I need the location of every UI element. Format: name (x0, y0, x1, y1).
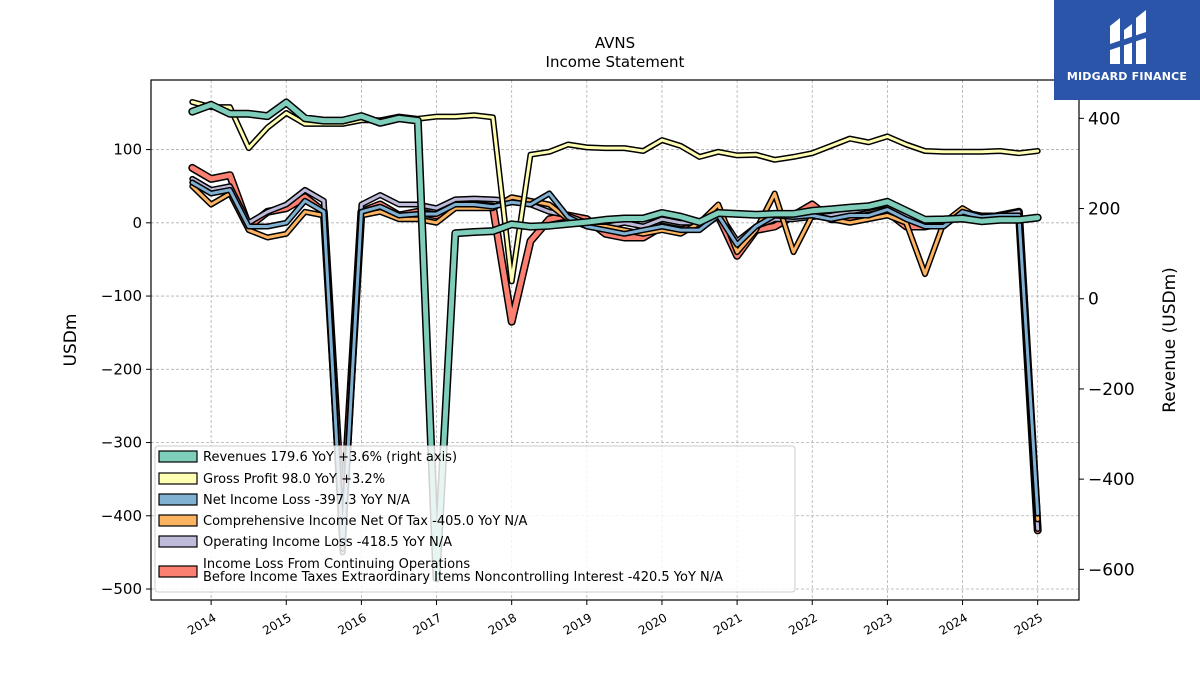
x-tick-label: 2021 (711, 610, 744, 637)
x-tick-label: 2016 (335, 610, 368, 637)
legend-label: Gross Profit 98.0 YoY +3.2% (203, 472, 385, 487)
y2-tick-label: −400 (1088, 470, 1135, 490)
legend-swatch (158, 450, 198, 463)
chart-title: AVNS (595, 34, 635, 52)
legend-label: Revenues 179.6 YoY +3.6% (right axis) (203, 450, 457, 465)
y2-tick-label: 400 (1088, 109, 1120, 129)
y2-axis-label: Revenue (USDm) (1160, 267, 1180, 413)
y-tick-label: 0 (132, 214, 142, 232)
legend-label: Operating Income Loss -418.5 YoY N/A (203, 535, 452, 550)
x-tick-label: 2014 (185, 610, 218, 637)
y-tick-label: −100 (101, 287, 142, 305)
y-tick-label: −500 (101, 580, 142, 598)
series-line (190, 100, 1040, 283)
x-tick-label: 2024 (937, 610, 970, 637)
logo-icon (1110, 10, 1146, 64)
legend-label: Comprehensive Income Net Of Tax -405.0 Y… (203, 514, 528, 529)
series-line (190, 181, 1040, 551)
y2-tick-label: 200 (1088, 200, 1120, 220)
legend-label: Income Loss From Continuing Operations (203, 557, 470, 572)
legend-label: Net Income Loss -397.3 YoY N/A (203, 493, 410, 508)
plot-frame (150, 79, 1080, 601)
legend-label: Before Income Taxes Extraordinary Items … (203, 570, 723, 585)
y-tick-label: −400 (101, 507, 142, 525)
y2-tick-label: −200 (1088, 380, 1135, 400)
brand-name: MIDGARD FINANCE (1066, 70, 1188, 83)
x-tick-label: 2019 (561, 610, 594, 637)
y-tick-label: −200 (101, 360, 142, 378)
legend-swatch (158, 493, 198, 506)
x-tick-label: 2015 (260, 610, 293, 637)
legend-swatch (158, 565, 198, 578)
series-lines (188, 98, 1042, 583)
legend-swatch (158, 535, 198, 548)
y-axis-label: USDm (61, 314, 81, 367)
x-tick-label: 2020 (636, 610, 669, 637)
grid-lines (151, 80, 1079, 600)
y2-tick-label: −600 (1088, 560, 1135, 580)
x-tick-label: 2018 (486, 610, 519, 637)
y-tick-label: −300 (101, 434, 142, 452)
x-tick-label: 2023 (861, 610, 894, 637)
y-tick-label: 100 (113, 141, 142, 159)
y2-tick-label: 0 (1088, 290, 1099, 310)
legend-swatch (158, 514, 198, 527)
x-tick-label: 2022 (786, 610, 819, 637)
brand-logo: MIDGARD FINANCE (1054, 0, 1200, 100)
series-line (189, 100, 1041, 581)
series-line-outline (189, 99, 1041, 285)
legend-swatch (158, 472, 198, 485)
x-tick-label: 2017 (411, 610, 444, 637)
legend-box (154, 445, 796, 593)
legend: Revenues 179.6 YoY +3.6% (right axis) Gro… (154, 445, 796, 593)
chart-subtitle: Income Statement (546, 53, 685, 71)
x-tick-label: 2025 (1012, 610, 1045, 637)
